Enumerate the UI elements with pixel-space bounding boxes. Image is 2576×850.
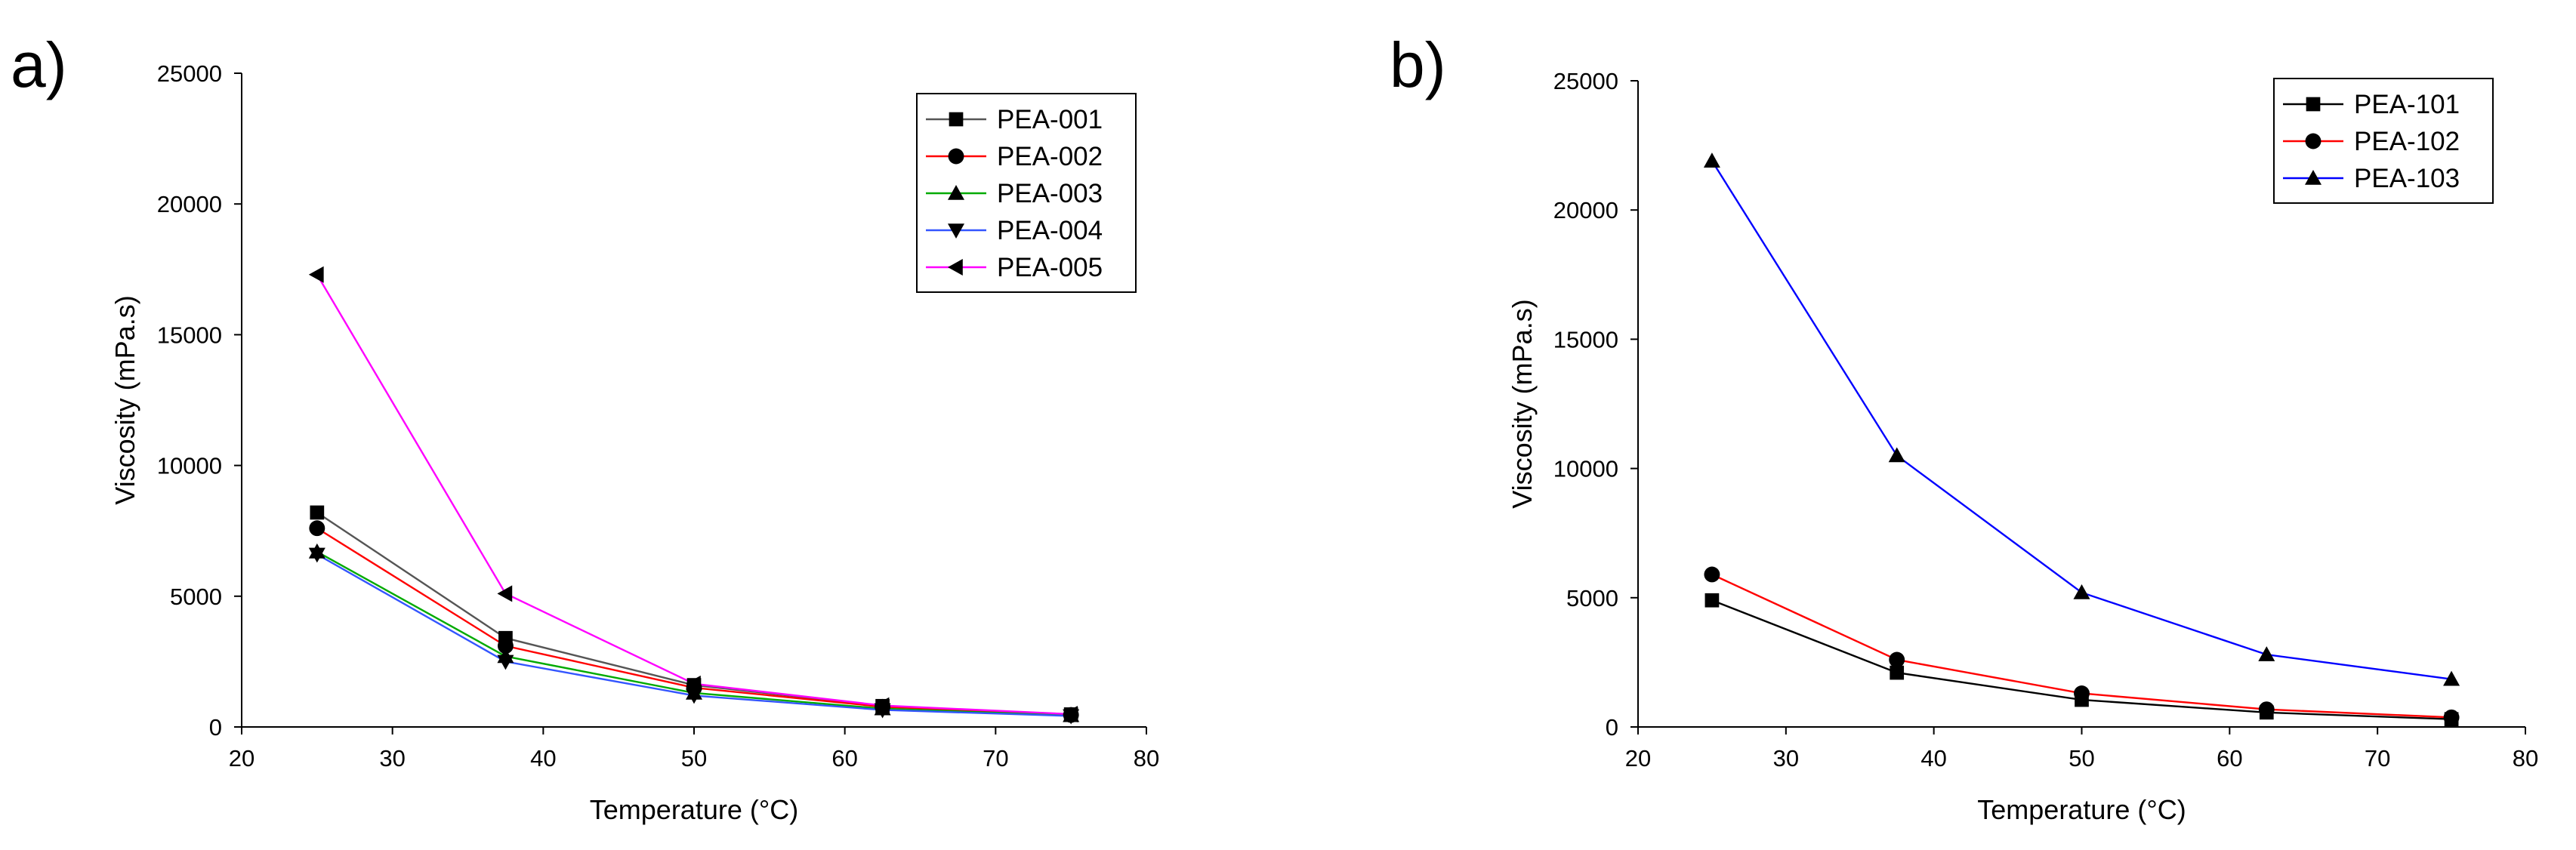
y-tick-label: 15000 [1553, 326, 1618, 353]
legend-label: PEA-002 [997, 142, 1103, 171]
data-point [1704, 566, 1720, 583]
legend-marker [948, 259, 963, 276]
series-markers-pea-102 [1704, 566, 2460, 725]
data-point [2074, 685, 2090, 701]
legend-marker [948, 223, 964, 239]
y-tick-label: 10000 [157, 453, 222, 479]
data-point [686, 675, 701, 692]
x-tick-label: 30 [379, 745, 405, 771]
legend-marker [2305, 170, 2321, 185]
data-point [1889, 651, 1905, 668]
data-point [1888, 447, 1905, 463]
data-point [686, 688, 702, 704]
y-tick-label: 0 [209, 714, 222, 741]
x-tick-label: 50 [2069, 745, 2094, 771]
series-markers-pea-004 [308, 547, 1080, 725]
legend-label: PEA-001 [997, 105, 1103, 134]
legend-marker [948, 148, 964, 165]
y-tick-label: 5000 [1566, 585, 1618, 611]
series-markers-pea-005 [308, 266, 1078, 723]
data-point [2443, 670, 2460, 686]
x-tick-label: 20 [229, 745, 255, 771]
legend-label: PEA-004 [997, 216, 1103, 245]
x-tick-label: 40 [530, 745, 556, 771]
y-tick-label: 25000 [1553, 68, 1618, 94]
data-point [497, 638, 514, 654]
y-tick-label: 15000 [157, 322, 222, 348]
data-point [2073, 584, 2090, 599]
y-tick-label: 10000 [1553, 456, 1618, 482]
legend-label: PEA-102 [2354, 127, 2460, 156]
data-point [308, 547, 325, 563]
series-line-pea-005 [316, 274, 1072, 716]
series-markers-pea-103 [1703, 152, 2460, 686]
data-point [308, 266, 324, 283]
x-tick-label: 60 [831, 745, 857, 771]
chart-a: 0 5000 10000 15000 20000 25000 20 30 40 50 60 70 80 T… [110, 60, 1159, 825]
legend-marker [2305, 133, 2321, 149]
legend-marker [2306, 97, 2321, 112]
x-tick-label: 30 [1773, 745, 1799, 771]
legend-marker [949, 112, 964, 127]
x-tick-label: 20 [1625, 745, 1651, 771]
legend-label: PEA-103 [2354, 164, 2460, 193]
y-tick-label: 20000 [1553, 197, 1618, 223]
data-point [1704, 593, 1720, 608]
data-point [310, 505, 325, 520]
panel-label-a: a) [11, 29, 67, 100]
x-tick-label: 50 [681, 745, 707, 771]
data-point [497, 654, 514, 670]
series-markers-pea-101 [1704, 593, 2459, 727]
legend: PEA-001 PEA-002 PEA-003 PEA-004 PEA-005 [916, 93, 1137, 293]
data-point [497, 585, 513, 602]
x-tick-label: 60 [2217, 745, 2242, 771]
series-line-pea-103 [1711, 160, 2452, 680]
x-tick-label: 70 [2365, 745, 2390, 771]
chart-b: 0 5000 10000 15000 20000 25000 20 30 40 50 60 70 80 T… [1507, 68, 2538, 825]
x-axis-label: Temperature (°C) [1977, 794, 2186, 825]
data-point [2258, 646, 2275, 661]
data-point [2258, 701, 2275, 718]
data-point [1703, 152, 1720, 168]
y-tick-label: 25000 [157, 60, 222, 87]
y-tick-label: 0 [1606, 714, 1618, 741]
data-point [2443, 709, 2460, 725]
data-point [1890, 665, 1905, 680]
x-axis-label: Temperature (°C) [590, 794, 798, 825]
x-tick-label: 80 [2513, 745, 2538, 771]
legend-label: PEA-101 [2354, 90, 2460, 119]
legend: PEA-101 PEA-102 PEA-103 [2273, 78, 2494, 204]
data-point [1063, 706, 1078, 723]
data-point [309, 520, 325, 537]
panel-label-b: b) [1390, 29, 1446, 100]
y-tick-label: 5000 [170, 584, 222, 610]
x-tick-label: 40 [1920, 745, 1946, 771]
data-point [874, 697, 890, 714]
y-axis-label: Viscosity (mPa.s) [1507, 299, 1538, 508]
legend-label: PEA-003 [997, 179, 1103, 208]
legend-marker [948, 185, 964, 200]
y-axis-label: Viscosity (mPa.s) [110, 295, 140, 504]
x-tick-label: 70 [983, 745, 1008, 771]
x-tick-label: 80 [1134, 745, 1159, 771]
y-tick-label: 20000 [157, 191, 222, 217]
legend-label: PEA-005 [997, 253, 1103, 282]
